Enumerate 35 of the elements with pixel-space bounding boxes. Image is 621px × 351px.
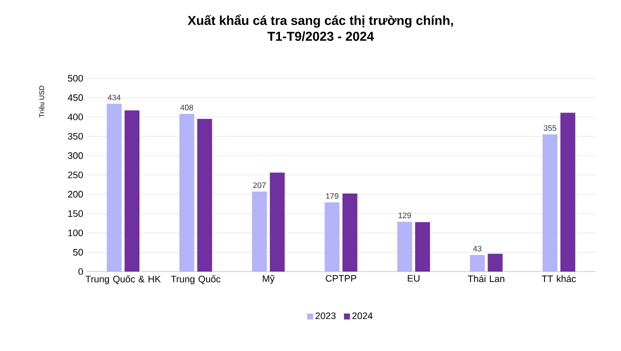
y-tick-label: 100 [68, 230, 83, 236]
x-tick-label: TT khác [542, 275, 576, 282]
bar [542, 134, 558, 272]
bar [397, 222, 412, 272]
y-tick-label: 450 [68, 94, 83, 102]
bar [415, 222, 430, 272]
x-tick-label: EU [408, 275, 420, 282]
bar [342, 194, 358, 272]
bar [470, 255, 485, 272]
legend-label: 2024 [352, 312, 373, 320]
y-tick-label: 250 [68, 172, 83, 178]
legend-label: 2023 [316, 312, 336, 320]
y-tick-label: 50 [73, 248, 83, 256]
x-tick-label: Thái Lan [468, 275, 504, 282]
y-tick-label: 400 [68, 114, 83, 120]
bar [560, 112, 576, 272]
x-tick-label: Trung Quốc [171, 275, 220, 284]
y-tick-label: 0 [78, 268, 83, 275]
x-tick-label: CPTPP [326, 275, 356, 282]
bar [324, 202, 340, 272]
y-tick-label: 150 [68, 210, 83, 217]
bar [197, 118, 212, 272]
bar [252, 192, 267, 272]
y-tick-label: 200 [68, 190, 83, 198]
x-tick-label: Trung Quốc & HK [86, 275, 161, 284]
y-tick-label: 500 [68, 75, 83, 82]
bar [106, 104, 122, 272]
bar [270, 172, 285, 272]
chart-title: Xuất khẩu cá tra sang các thị trường chính, T1-T9/2023 - 2024 [188, 14, 453, 42]
bar [179, 114, 194, 272]
x-tick-label: Mỹ [262, 275, 275, 284]
bar [124, 110, 140, 272]
y-tick-label: 300 [68, 152, 83, 160]
bar [488, 254, 503, 272]
y-tick-label: 350 [68, 133, 83, 140]
